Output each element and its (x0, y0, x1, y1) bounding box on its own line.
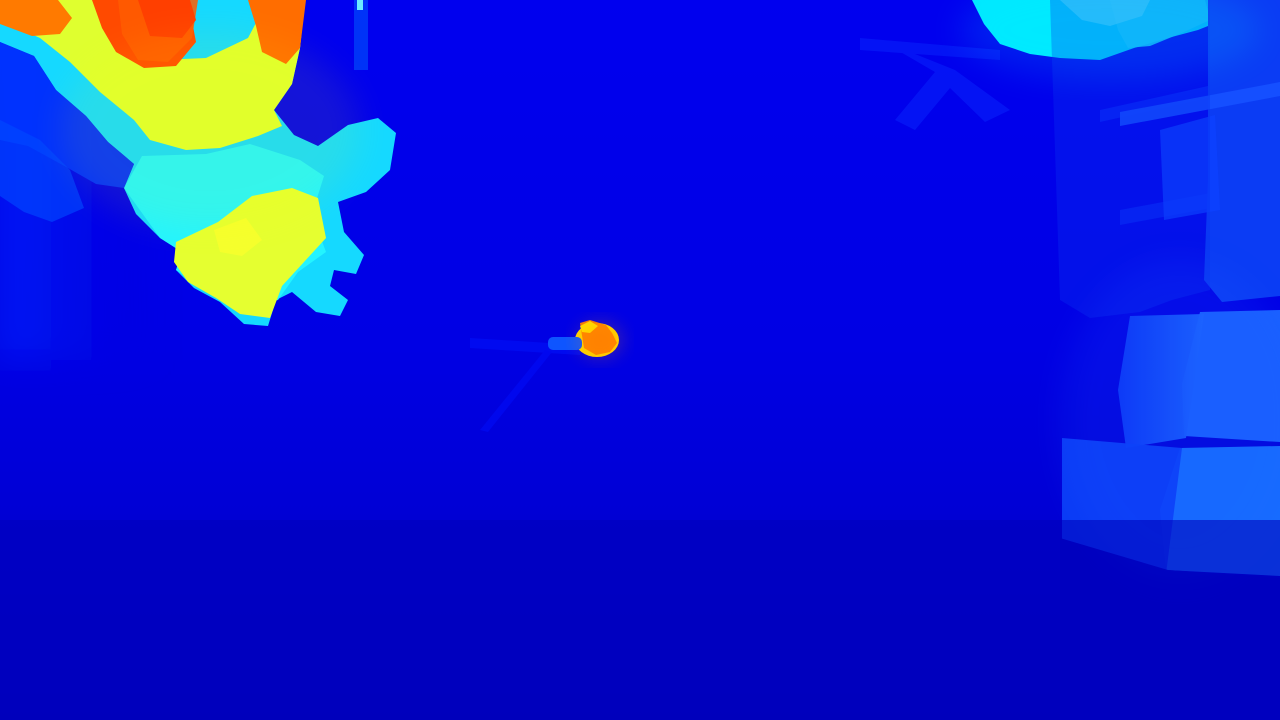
lower-floor-shadow (0, 520, 1280, 720)
vertical-post (354, 0, 368, 70)
